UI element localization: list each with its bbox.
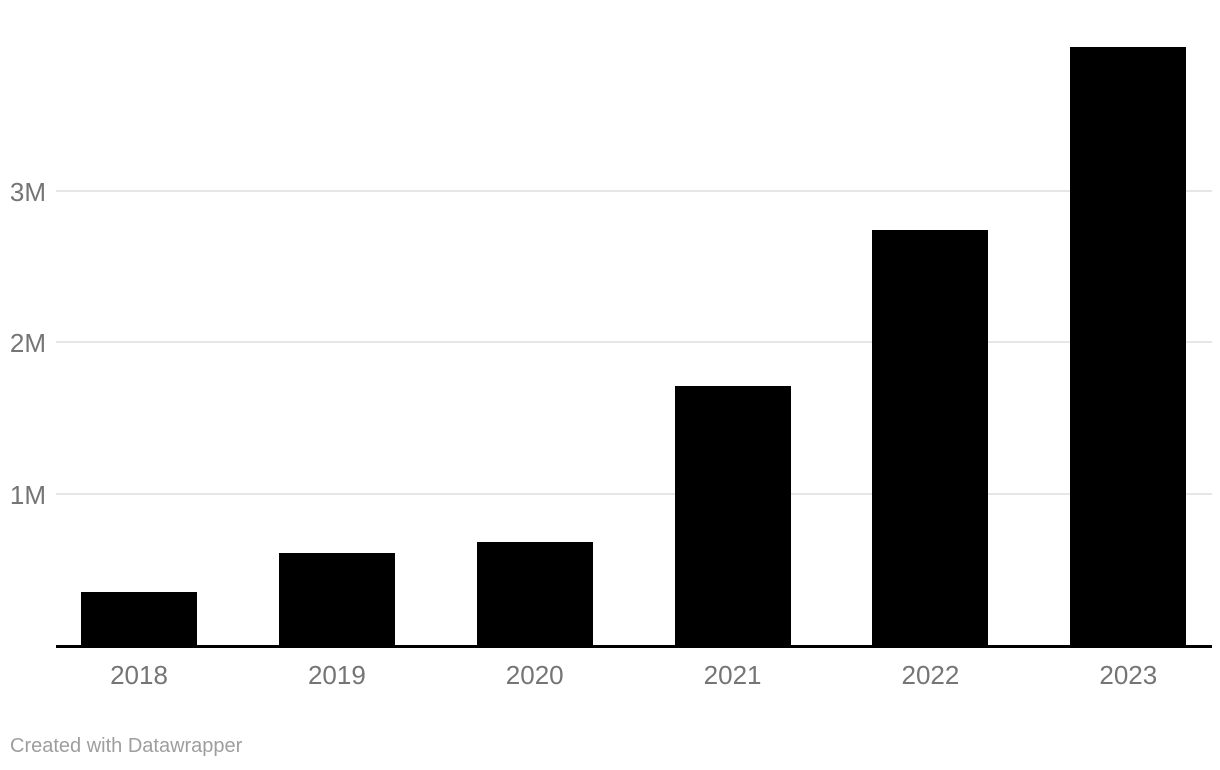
- bar-2022[interactable]: [872, 230, 989, 645]
- gridline-1m: [56, 492, 1212, 495]
- x-tick-label: 2020: [505, 660, 564, 690]
- y-tick-label: 2M: [9, 328, 46, 359]
- gridline-3m: [56, 189, 1212, 192]
- bar-2023[interactable]: [1070, 46, 1187, 645]
- footer-attribution: Created with Datawrapper: [10, 735, 243, 757]
- x-tick-label: 2023: [1099, 660, 1158, 690]
- x-tick-label: 2019: [307, 660, 366, 690]
- plot-area: [56, 0, 1212, 648]
- bar-2021[interactable]: [674, 386, 791, 645]
- gridline-2m: [56, 341, 1212, 344]
- bar-2018[interactable]: [81, 592, 197, 645]
- x-axis-line: [56, 645, 1212, 648]
- y-tick-label: 1M: [9, 479, 46, 510]
- x-tick-label: 2021: [703, 660, 762, 690]
- bar-2019[interactable]: [278, 552, 395, 645]
- x-tick-label: 2022: [901, 660, 960, 690]
- bar-2020[interactable]: [476, 542, 593, 645]
- x-tick-label: 2018: [110, 660, 168, 690]
- y-tick-label: 3M: [9, 176, 46, 207]
